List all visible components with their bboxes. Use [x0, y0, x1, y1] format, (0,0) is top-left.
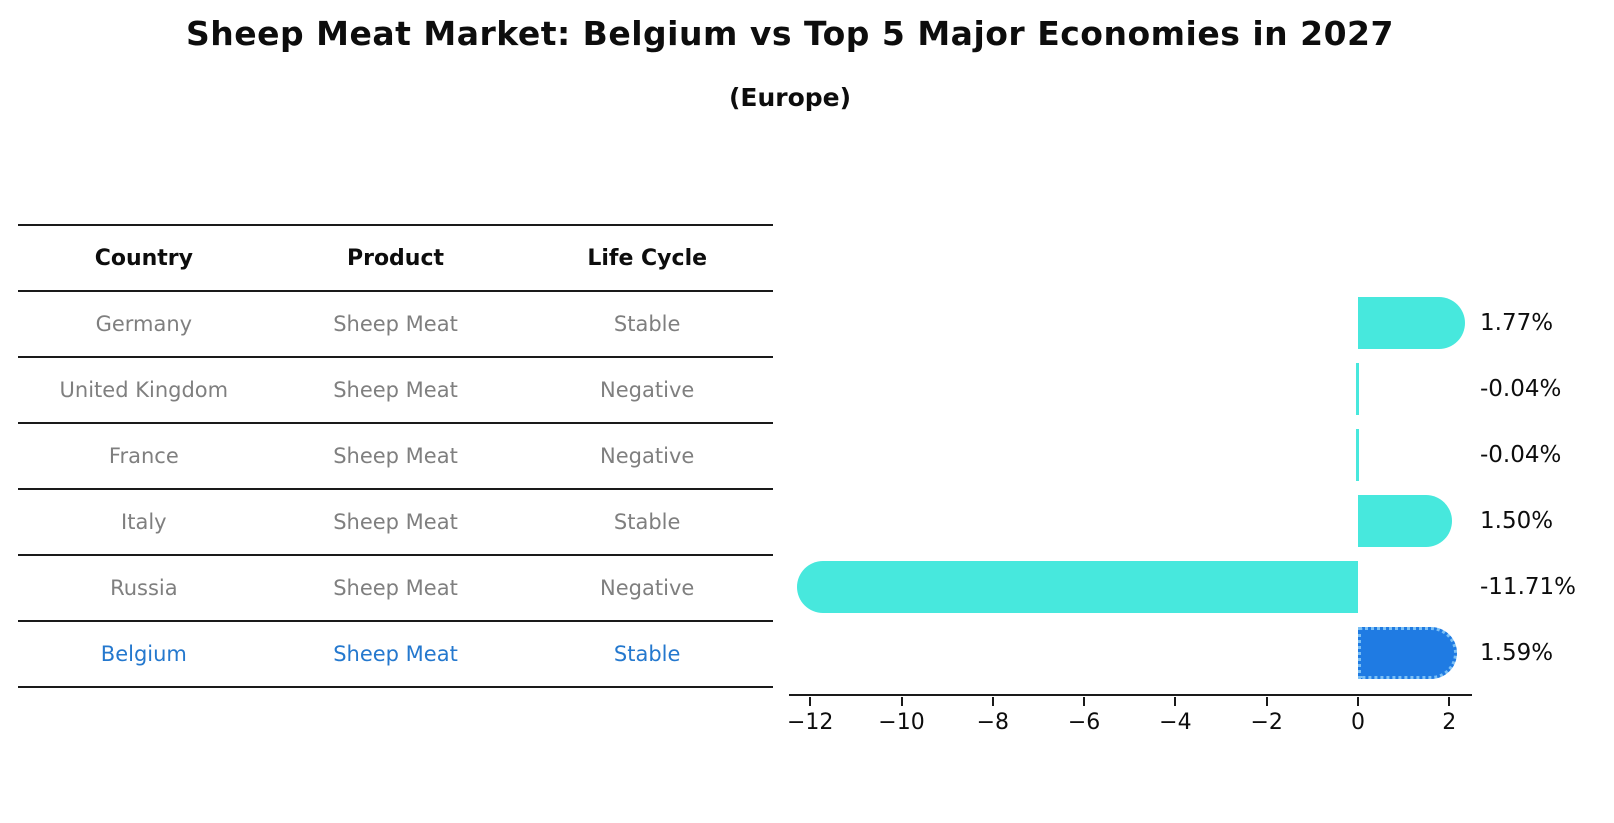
table-row-germany: Germany Sheep Meat Stable — [18, 292, 773, 358]
x-tick-mark — [1174, 697, 1177, 706]
cell-life-cycle: Stable — [613, 510, 681, 534]
cell-life-cycle: Stable — [613, 642, 681, 666]
cell-product: Sheep Meat — [333, 510, 458, 534]
x-tick-label: 0 — [1351, 710, 1365, 735]
x-tick-label: −12 — [786, 710, 834, 735]
chart-subtitle: (Europe) — [728, 83, 852, 112]
x-tick-label: −6 — [1067, 710, 1101, 735]
column-header-product: Product — [346, 245, 445, 271]
value-label-germany: 1.77% — [1480, 310, 1554, 336]
cell-life-cycle: Negative — [600, 444, 695, 468]
x-tick-mark — [900, 697, 903, 706]
cell-life-cycle: Negative — [600, 576, 695, 600]
value-label-russia: -11.71% — [1480, 574, 1576, 600]
comparison-table: Country Product Life Cycle Germany Sheep… — [18, 224, 773, 688]
cell-life-cycle: Negative — [600, 378, 695, 402]
table-header-row: Country Product Life Cycle — [18, 226, 773, 292]
x-tick-mark — [1448, 697, 1451, 706]
cell-country: Germany — [95, 312, 193, 336]
cell-country: Russia — [110, 576, 178, 600]
x-tick-mark — [1265, 697, 1268, 706]
bar-germany — [1358, 297, 1465, 349]
cell-country: Italy — [121, 510, 167, 534]
cell-product: Sheep Meat — [333, 642, 458, 666]
value-label-united-kingdom: -0.04% — [1480, 376, 1562, 402]
column-header-life-cycle: Life Cycle — [587, 245, 708, 271]
column-header-country: Country — [94, 245, 193, 271]
bar-france — [1356, 429, 1359, 481]
x-tick-label: 2 — [1442, 710, 1457, 735]
chart-title: Sheep Meat Market: Belgium vs Top 5 Majo… — [186, 14, 1394, 53]
x-tick-label: −4 — [1159, 710, 1192, 735]
x-tick-label: −2 — [1250, 710, 1283, 735]
cell-product: Sheep Meat — [333, 312, 458, 336]
x-tick-mark — [1357, 697, 1359, 706]
bar-belgium — [1358, 627, 1457, 679]
table-row-belgium: Belgium Sheep Meat Stable — [18, 622, 773, 688]
bar-united-kingdom — [1356, 363, 1359, 415]
cell-product: Sheep Meat — [333, 378, 458, 402]
table-row-russia: Russia Sheep Meat Negative — [18, 556, 773, 622]
table-row-france: France Sheep Meat Negative — [18, 424, 773, 490]
table-row-united-kingdom: United Kingdom Sheep Meat Negative — [18, 358, 773, 424]
x-tick-mark — [991, 697, 994, 706]
value-label-france: -0.04% — [1480, 442, 1562, 468]
cell-country: Belgium — [100, 642, 187, 666]
x-tick-label: −10 — [878, 710, 925, 735]
value-label-italy: 1.50% — [1480, 508, 1554, 534]
cell-product: Sheep Meat — [333, 576, 458, 600]
value-label-belgium: 1.59% — [1480, 640, 1554, 666]
x-axis-line — [789, 694, 1472, 696]
cell-product: Sheep Meat — [333, 444, 458, 468]
x-tick-label: −8 — [976, 710, 1010, 735]
bar-russia — [797, 561, 1358, 613]
table-row-italy: Italy Sheep Meat Stable — [18, 490, 773, 556]
cell-country: United Kingdom — [59, 378, 229, 402]
cell-country: France — [108, 444, 179, 468]
x-tick-mark — [1083, 697, 1086, 706]
cell-life-cycle: Stable — [613, 312, 681, 336]
bar-italy — [1358, 495, 1453, 547]
x-tick-mark — [809, 697, 812, 706]
